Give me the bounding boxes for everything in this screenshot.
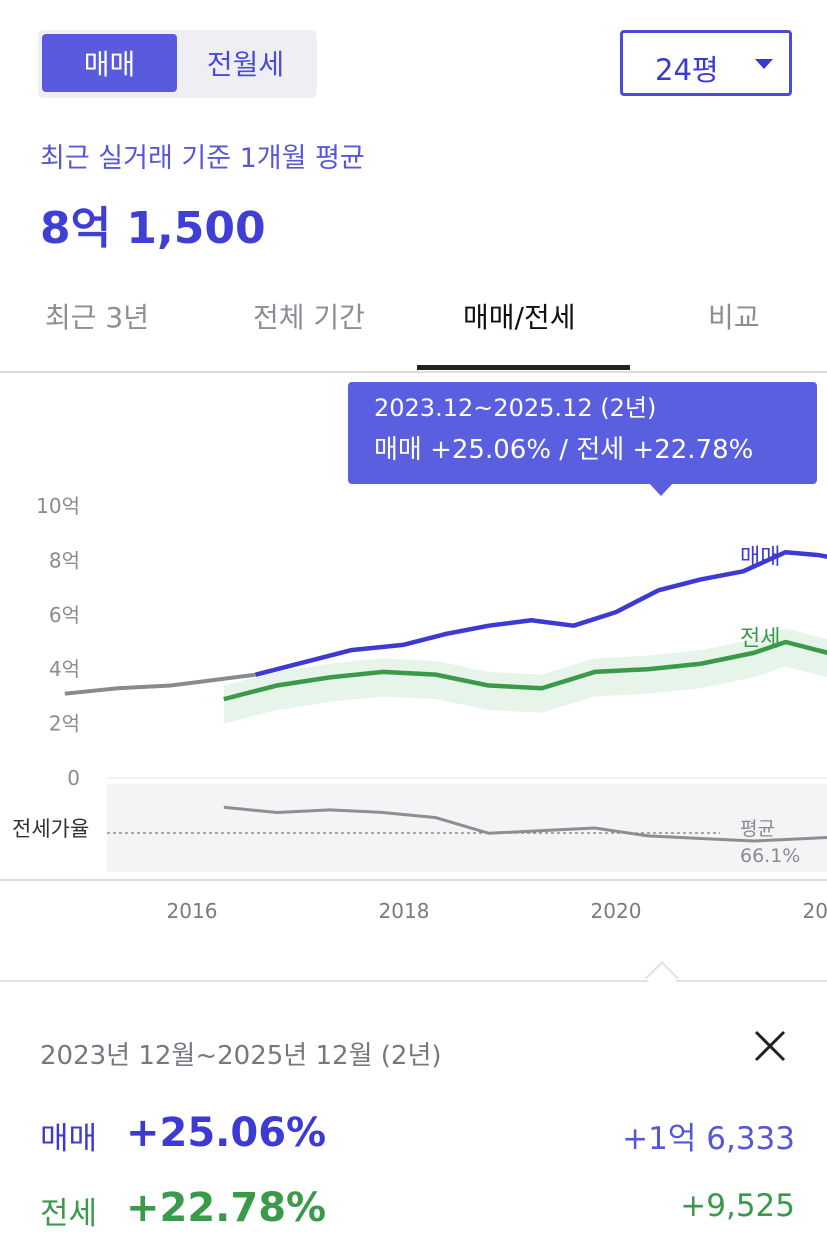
trade-type-segment: 매매 전월세 <box>38 30 317 98</box>
segment-sale-button[interactable]: 매매 <box>42 34 177 92</box>
close-icon[interactable] <box>752 1028 788 1064</box>
x-tick-label: 2022 <box>803 899 827 923</box>
detail-sale-pct: +25.06% <box>126 1110 327 1156</box>
sale-line <box>255 549 827 677</box>
tab-sale-jeonse[interactable]: 매매/전세 <box>463 301 576 334</box>
tooltip-tail <box>648 482 674 496</box>
sale-line-early <box>64 672 256 696</box>
ratio-average-label: 평균 <box>740 818 775 840</box>
caret-down-icon <box>755 59 773 69</box>
x-tick-label: 2020 <box>591 899 642 923</box>
tab-compare[interactable]: 비교 <box>708 301 760 334</box>
price-chart[interactable]: 10억8억6억4억2억020162018202020222024매매전세전세가율… <box>0 372 827 932</box>
size-dropdown-value: 24평 <box>655 53 719 87</box>
y-tick-label: 6억 <box>49 603 80 627</box>
range-tooltip: 2023.12~2025.12 (2년) 매매 +25.06% / 전세 +22… <box>348 382 817 484</box>
detail-sale-amount: +1억 6,333 <box>622 1121 795 1157</box>
jeonse-line <box>223 639 827 702</box>
jeonse-end-label: 전세 <box>740 627 780 652</box>
tab-recent-3y[interactable]: 최근 3년 <box>45 301 149 334</box>
segment-rent-button[interactable]: 전월세 <box>206 48 285 81</box>
price-subtitle: 최근 실거래 기준 1개월 평균 <box>40 143 365 174</box>
detail-jeonse-amount: +9,525 <box>680 1188 795 1224</box>
ratio-average-value: 66.1% <box>740 845 800 867</box>
detail-jeonse-label: 전세 <box>40 1196 98 1232</box>
average-price: 8억 1,500 <box>40 203 266 254</box>
y-tick-label: 8억 <box>49 548 80 572</box>
y-tick-label: 2억 <box>49 712 80 736</box>
divider-notch <box>645 961 679 995</box>
detail-jeonse-pct: +22.78% <box>126 1185 327 1231</box>
x-tick-label: 2016 <box>167 899 218 923</box>
ratio-line <box>223 805 827 843</box>
section-divider <box>0 980 827 982</box>
y-tick-label: 10억 <box>36 494 80 518</box>
size-dropdown[interactable]: 24평 <box>620 30 792 96</box>
tooltip-values: 매매 +25.06% / 전세 +22.78% <box>374 435 754 465</box>
jeonse-range-band <box>223 628 827 724</box>
y-tick-label: 0 <box>67 766 80 790</box>
tab-all-period[interactable]: 전체 기간 <box>253 301 365 334</box>
price-chart-svg: 10억8억6억4억2억020162018202020222024매매전세전세가율… <box>0 494 827 923</box>
y-tick-label: 4억 <box>49 657 80 681</box>
x-tick-label: 2018 <box>379 899 430 923</box>
ratio-label: 전세가율 <box>12 817 89 841</box>
tooltip-range: 2023.12~2025.12 (2년) <box>374 394 657 422</box>
detail-sale-label: 매매 <box>40 1121 98 1157</box>
detail-range: 2023년 12월~2025년 12월 (2년) <box>40 1041 442 1071</box>
period-tabs: 최근 3년 전체 기간 매매/전세 비교 <box>0 288 827 373</box>
sale-end-label: 매매 <box>740 545 780 570</box>
active-tab-indicator <box>417 365 630 370</box>
